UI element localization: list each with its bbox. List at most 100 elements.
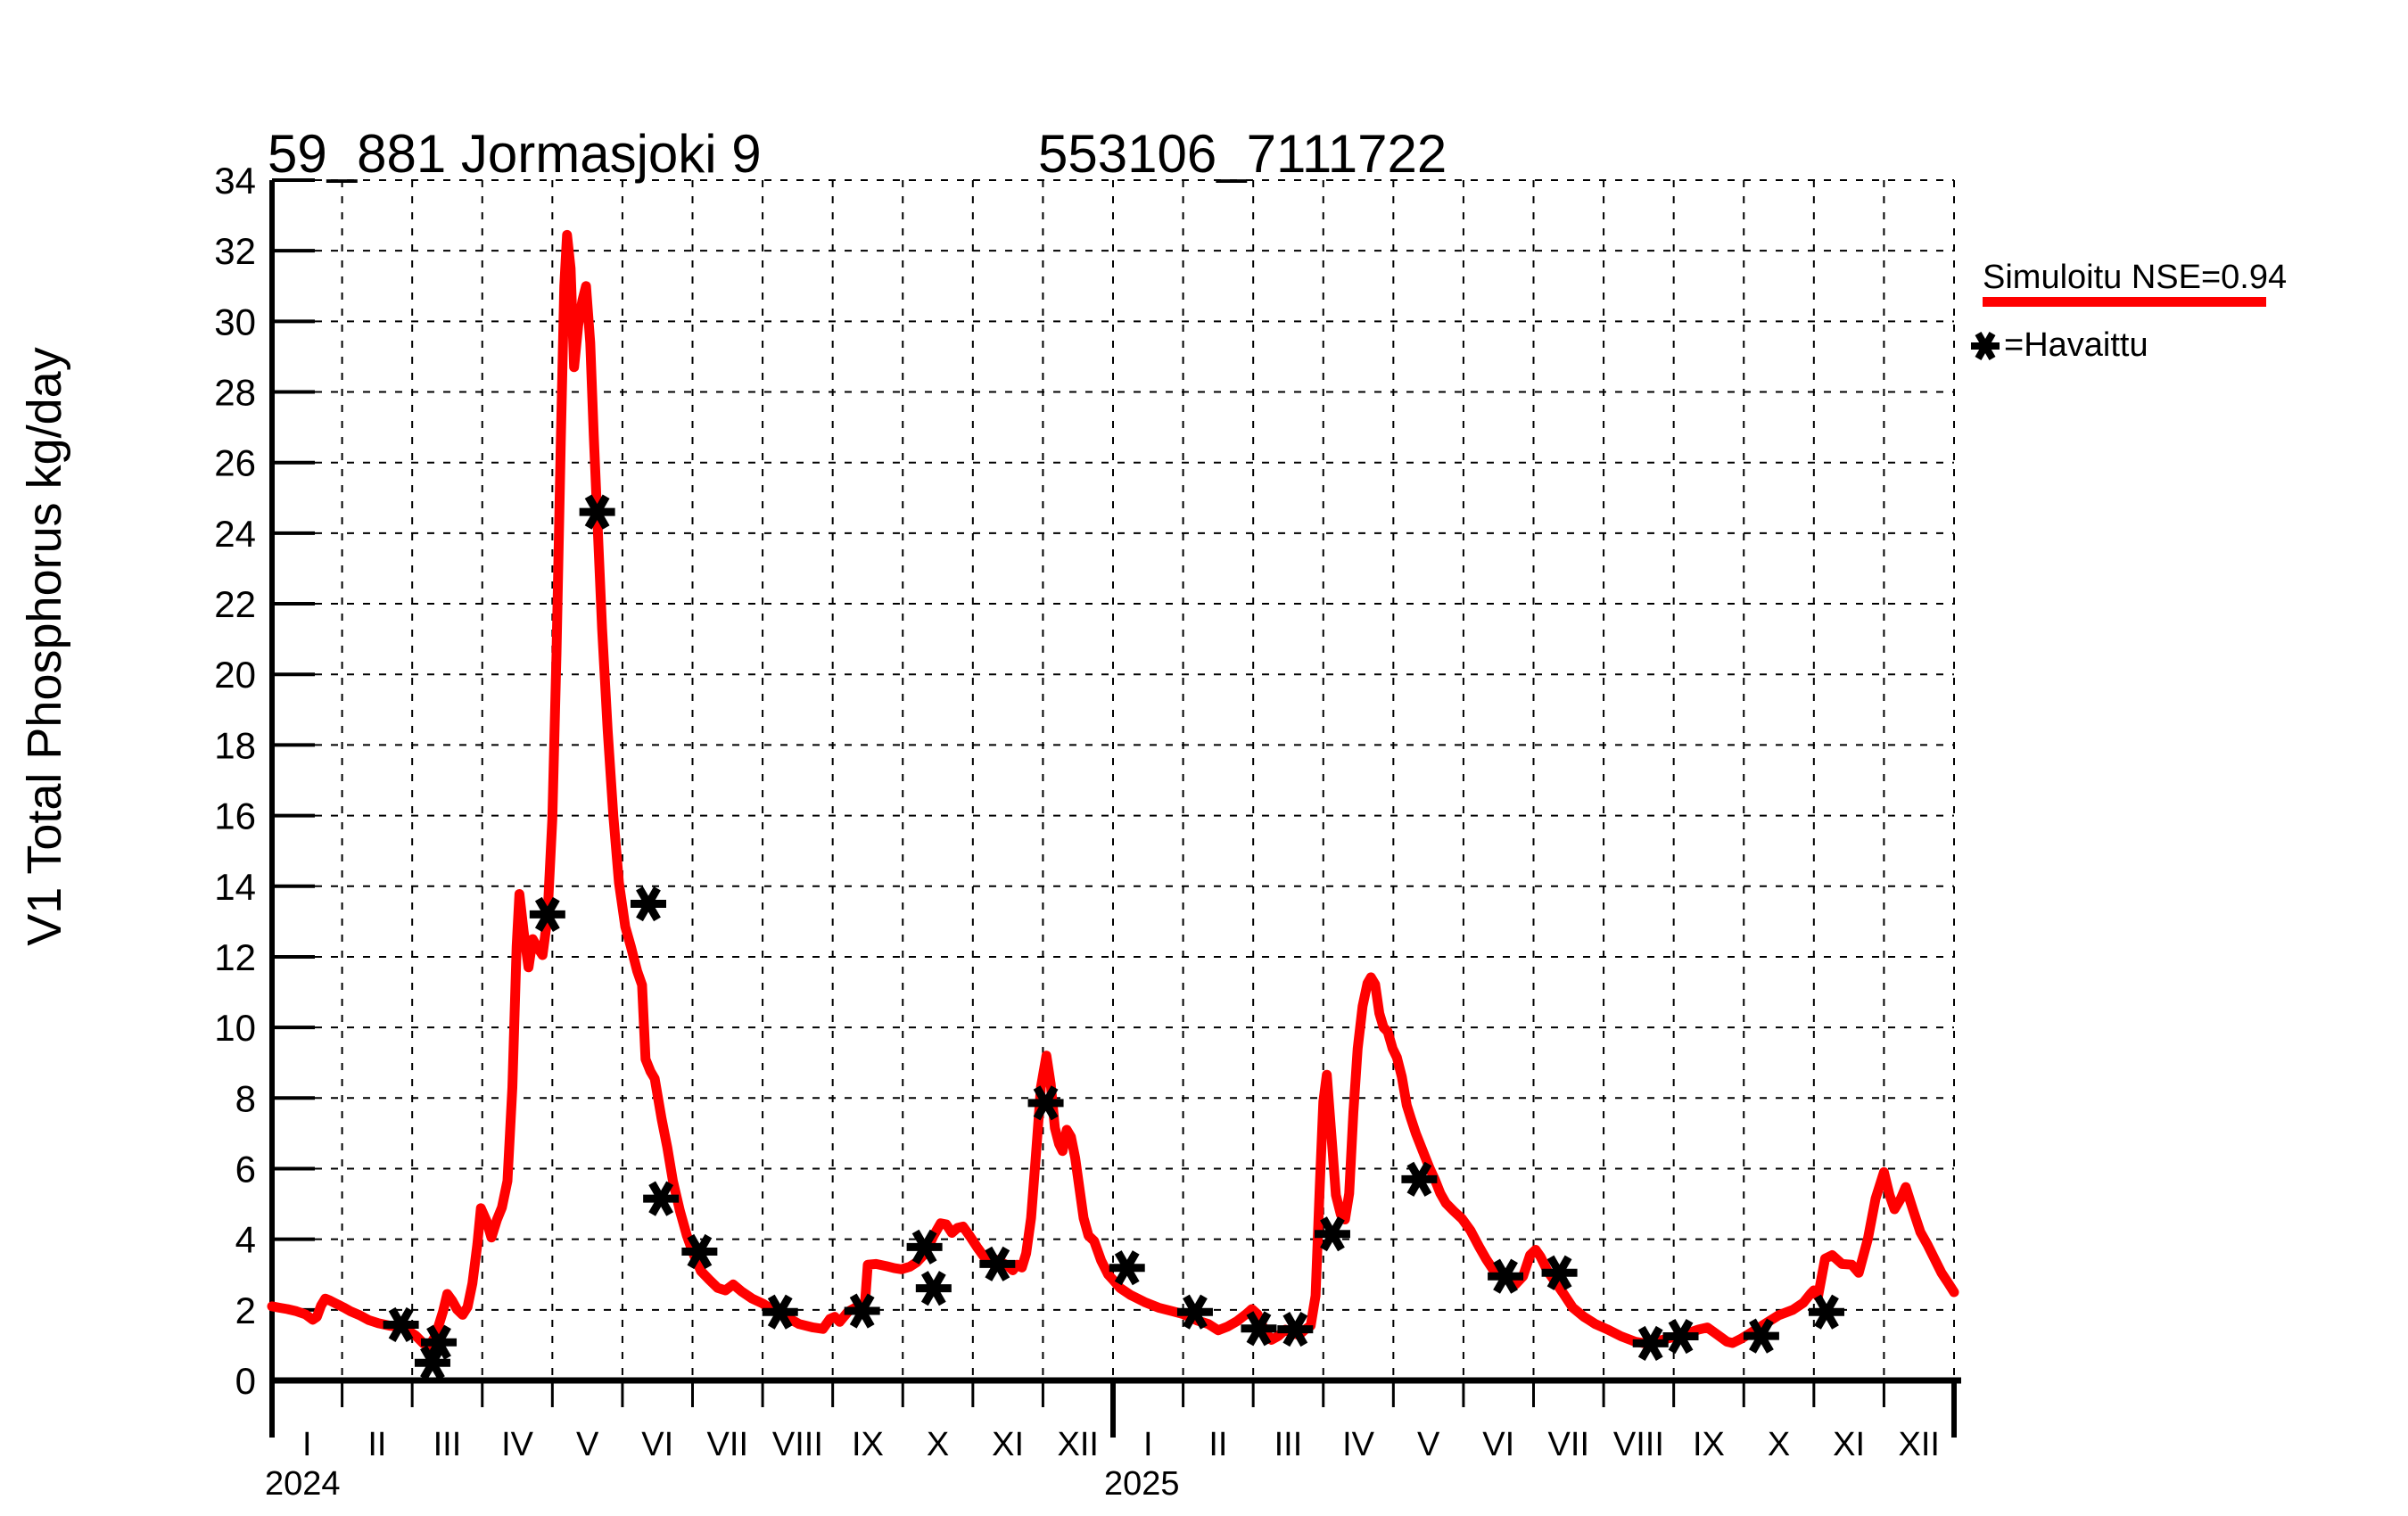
observed-point: [681, 1233, 718, 1270]
observed-point: [1314, 1216, 1350, 1252]
observed-point: [1743, 1318, 1779, 1354]
y-tick-label: 30: [214, 301, 256, 342]
observed-point: [1027, 1085, 1064, 1121]
observed-point-stroke: [920, 1271, 946, 1306]
observed-point: [1109, 1250, 1145, 1286]
observed-point-stroke: [636, 886, 661, 922]
year-label: 2024: [265, 1465, 341, 1503]
observed-point: [414, 1345, 450, 1380]
y-tick-label: 20: [214, 654, 256, 696]
month-label: V: [576, 1426, 599, 1463]
observed-point-stroke: [687, 1233, 713, 1270]
y-tick-label: 0: [235, 1360, 256, 1402]
month-label: VIII: [772, 1426, 823, 1463]
month-label: III: [1274, 1426, 1303, 1463]
observed-point-stroke: [767, 1294, 793, 1330]
legend-observed-entry: =Havaittu: [1967, 326, 2148, 365]
observed-point-stroke: [1668, 1318, 1694, 1355]
month-label: X: [1768, 1426, 1790, 1463]
month-label: X: [927, 1426, 949, 1463]
observed-point: [1808, 1294, 1844, 1330]
month-label: VII: [1548, 1426, 1589, 1463]
observed-point: [643, 1181, 680, 1216]
y-tick-label: 14: [214, 866, 256, 908]
observed-point: [1541, 1255, 1578, 1290]
y-tick-label: 32: [214, 230, 256, 272]
month-label: IX: [1693, 1426, 1725, 1463]
legend-simulated-label: Simuloitu NSE=0.94: [1983, 259, 2288, 296]
y-tick-label: 8: [235, 1077, 256, 1119]
observed-point: [630, 886, 666, 922]
observed-point: [383, 1306, 419, 1343]
y-tick-label: 26: [214, 442, 256, 484]
observed-point-stroke: [1320, 1216, 1345, 1252]
month-label: II: [1208, 1426, 1227, 1463]
month-label: I: [1143, 1426, 1153, 1463]
y-tick-label: 24: [214, 513, 256, 555]
month-label: VIII: [1613, 1426, 1664, 1463]
observed-point-stroke: [1033, 1085, 1059, 1121]
observed-point-stroke: [1246, 1311, 1272, 1347]
legend-simulated-line-swatch: [1983, 297, 2266, 307]
y-tick-label: 2: [235, 1289, 256, 1331]
month-label: VI: [641, 1426, 673, 1463]
observed-point-stroke: [1114, 1250, 1140, 1286]
month-label: I: [302, 1426, 312, 1463]
observed-point: [421, 1324, 458, 1360]
month-label: III: [433, 1426, 462, 1463]
observed-point: [1176, 1294, 1213, 1330]
y-tick-label: 22: [214, 583, 256, 625]
y-tick-label: 28: [214, 372, 256, 414]
observed-point: [1632, 1325, 1669, 1362]
observed-point-stroke: [426, 1324, 451, 1360]
station-title: 59_881 Jormasjoki 9: [268, 124, 762, 184]
month-label: XII: [1057, 1426, 1098, 1463]
observed-point-stroke: [584, 494, 610, 530]
month-label: V: [1417, 1426, 1440, 1463]
y-tick-label: 10: [214, 1007, 256, 1049]
observed-point: [1241, 1311, 1277, 1347]
month-label: VI: [1482, 1426, 1514, 1463]
legend-observed-label: =Havaittu: [2004, 326, 2148, 364]
observed-point-stroke: [1282, 1312, 1308, 1347]
month-label: IV: [501, 1426, 534, 1463]
observed-point: [844, 1293, 880, 1329]
month-label: XI: [1833, 1426, 1865, 1463]
observed-point-stroke: [849, 1293, 875, 1329]
coordinates-title: 553106_7111722: [1038, 124, 1447, 184]
observed-point-stroke: [1406, 1161, 1432, 1197]
year-label: 2025: [1104, 1465, 1180, 1503]
observed-point-stroke: [1814, 1294, 1839, 1330]
month-label: IX: [852, 1426, 884, 1463]
y-tick-label: 4: [235, 1219, 256, 1261]
month-label: II: [367, 1426, 386, 1463]
observed-point: [762, 1294, 798, 1330]
observed-point-stroke: [1546, 1255, 1572, 1290]
y-tick-label: 18: [214, 724, 256, 766]
observed-point-stroke: [1637, 1325, 1663, 1362]
month-label: IV: [1342, 1426, 1375, 1463]
month-label: XII: [1898, 1426, 1939, 1463]
observed-point: [529, 896, 565, 933]
observed-point: [1277, 1312, 1314, 1347]
observed-point-stroke: [985, 1246, 1010, 1281]
observed-point-stroke: [911, 1229, 937, 1265]
y-tick-label: 12: [214, 936, 256, 978]
observed-point-stroke: [534, 896, 560, 933]
observed-point: [906, 1229, 943, 1265]
y-tick-label: 34: [214, 160, 256, 202]
observed-point-stroke: [388, 1306, 414, 1343]
observed-point: [579, 494, 615, 530]
observed-point-stroke: [1183, 1294, 1208, 1330]
y-tick-label: 16: [214, 795, 256, 837]
observed-point-stroke: [1748, 1318, 1774, 1354]
observed-point: [1401, 1161, 1438, 1197]
observed-point-stroke: [648, 1181, 674, 1216]
y-tick-label: 6: [235, 1148, 256, 1190]
observed-point: [1662, 1318, 1699, 1355]
observed-point-stroke: [1493, 1258, 1518, 1294]
month-label: VII: [707, 1426, 748, 1463]
observed-point-stroke: [420, 1345, 445, 1380]
